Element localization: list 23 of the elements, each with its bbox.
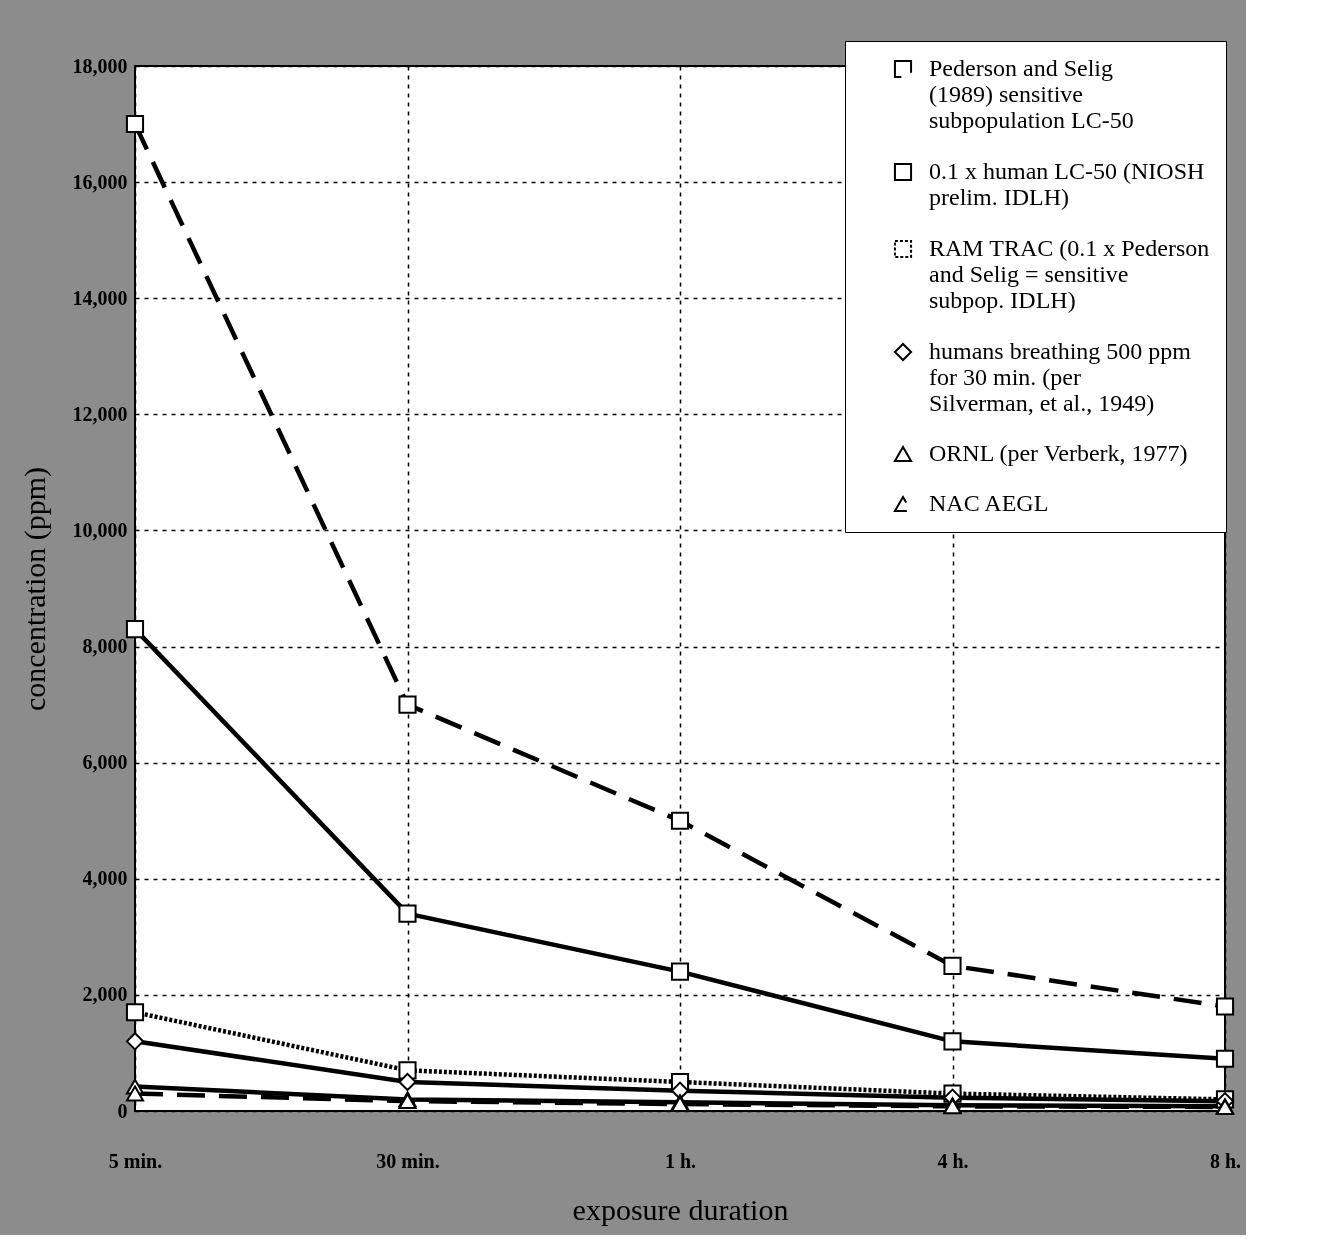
x-tick-label: 4 h.	[937, 1149, 969, 1172]
legend-label: NAC AEGL	[929, 490, 1049, 516]
y-tick-label: 18,000	[72, 54, 128, 77]
y-tick-label: 8,000	[82, 635, 128, 658]
y-tick-label: 0	[117, 1099, 128, 1122]
y-tick-label: 4,000	[82, 867, 128, 890]
legend-label: RAM TRAC (0.1 x Pederson and Selig = sensitive subpop. IDLH)	[929, 235, 1210, 313]
y-tick-label: 12,000	[72, 402, 128, 425]
legend-label: humans breathing 500 ppm for 30 min. (per Silverman, et al., 1949)	[929, 338, 1192, 416]
y-tick-label: 16,000	[72, 170, 128, 193]
legend-label: 0.1 x human LC-50 (NIOSH prelim. IDLH)	[929, 158, 1205, 210]
x-tick-label: 5 min.	[108, 1149, 163, 1172]
legend-label: Pederson and Selig (1989) sensitive subpopulation LC-50	[929, 55, 1134, 133]
x-axis-title: exposure duration	[572, 1192, 789, 1226]
y-tick-label: 10,000	[72, 518, 128, 541]
x-tick-label: 1 h.	[664, 1149, 697, 1172]
y-tick-label: 14,000	[72, 286, 128, 309]
y-tick-label: 6,000	[82, 751, 128, 774]
y-axis-title: concentration (ppm)	[17, 466, 52, 712]
x-tick-label: 8 h.	[1209, 1149, 1242, 1172]
legend-label: ORNL (per Verberk, 1977)	[929, 440, 1188, 466]
y-tick-label: 2,000	[82, 983, 128, 1006]
x-tick-label: 30 min.	[376, 1149, 440, 1172]
